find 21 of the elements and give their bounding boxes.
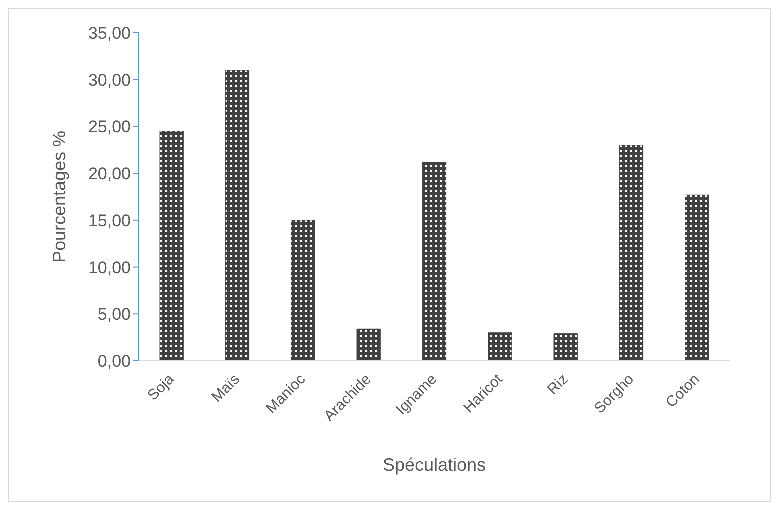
x-axis-title: Spéculations <box>382 455 486 475</box>
y-tick-label: 5,00 <box>98 305 131 324</box>
x-tick-label: Riz <box>544 370 572 398</box>
bar <box>225 70 250 361</box>
y-tick-label: 20,00 <box>88 164 131 184</box>
y-tick-label: 35,00 <box>88 24 131 44</box>
y-tick-label: 30,00 <box>88 70 131 90</box>
bar <box>291 220 316 361</box>
y-axis-title: Pourcentages % <box>49 130 70 264</box>
bar <box>356 328 381 361</box>
y-tick-label: 25,00 <box>88 118 131 137</box>
y-tick-label: 0,00 <box>98 352 131 372</box>
bar <box>422 162 447 361</box>
bar <box>160 131 184 361</box>
y-tick-label: 10,00 <box>88 258 131 278</box>
x-tick-label: Soja <box>144 370 178 404</box>
y-tick-label: 15,00 <box>88 211 131 230</box>
bar <box>685 194 710 361</box>
bar <box>554 334 578 361</box>
bar <box>619 145 644 361</box>
bar <box>488 332 512 361</box>
